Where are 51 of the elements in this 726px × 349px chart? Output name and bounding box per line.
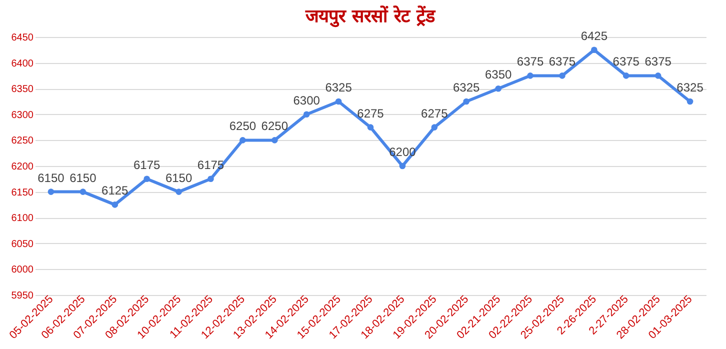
- point: [559, 72, 566, 79]
- data-label: 6125: [102, 184, 129, 198]
- data-label: 6275: [357, 106, 384, 120]
- point: [463, 98, 470, 105]
- y-tick-label: 6400: [11, 58, 34, 70]
- point: [591, 46, 598, 54]
- data-label: 6150: [165, 170, 192, 185]
- data-label: 6350: [484, 68, 512, 82]
- point: [48, 188, 54, 195]
- data-label: 6175: [133, 158, 161, 172]
- data-label: 6150: [70, 170, 97, 185]
- data-label: 6325: [325, 80, 352, 94]
- y-tick-label: 6250: [11, 136, 34, 147]
- data-label: 6300: [293, 93, 320, 108]
- y-tick-label: 6050: [11, 238, 34, 250]
- data-label: 6325: [676, 80, 704, 94]
- point: [335, 98, 342, 105]
- y-tick-label: 6100: [11, 213, 34, 224]
- point: [144, 176, 150, 182]
- point: [112, 202, 118, 208]
- point: [240, 137, 246, 144]
- point: [686, 98, 694, 105]
- y-tick-label: 6200: [11, 162, 34, 172]
- point: [527, 72, 534, 79]
- point: [495, 85, 502, 92]
- data-label: 6375: [516, 54, 544, 69]
- point: [303, 111, 310, 118]
- point: [367, 124, 374, 130]
- point: [431, 124, 438, 130]
- point: [176, 188, 182, 195]
- point: [622, 72, 630, 79]
- data-label: 6375: [644, 54, 672, 69]
- data-label: 6425: [580, 28, 608, 43]
- point: [208, 176, 214, 182]
- point: [80, 188, 86, 195]
- y-tick-label: 6000: [11, 264, 34, 276]
- chart-title: जयपुर सरसों रेट ट्रेंड: [304, 4, 436, 28]
- y-tick-label: 6150: [11, 187, 34, 198]
- data-label: 6275: [421, 106, 448, 120]
- y-tick-label: 6350: [11, 84, 34, 96]
- point: [271, 137, 278, 144]
- data-label: 6375: [548, 54, 576, 69]
- data-label: 6250: [261, 119, 288, 134]
- point: [399, 162, 406, 170]
- data-label: 6250: [229, 119, 256, 134]
- data-label: 6375: [612, 54, 640, 69]
- y-tick-label: 6450: [11, 32, 34, 44]
- point: [654, 72, 662, 79]
- data-label: 6325: [453, 80, 480, 94]
- y-tick-label: 6300: [11, 110, 34, 121]
- data-label: 6150: [38, 170, 65, 185]
